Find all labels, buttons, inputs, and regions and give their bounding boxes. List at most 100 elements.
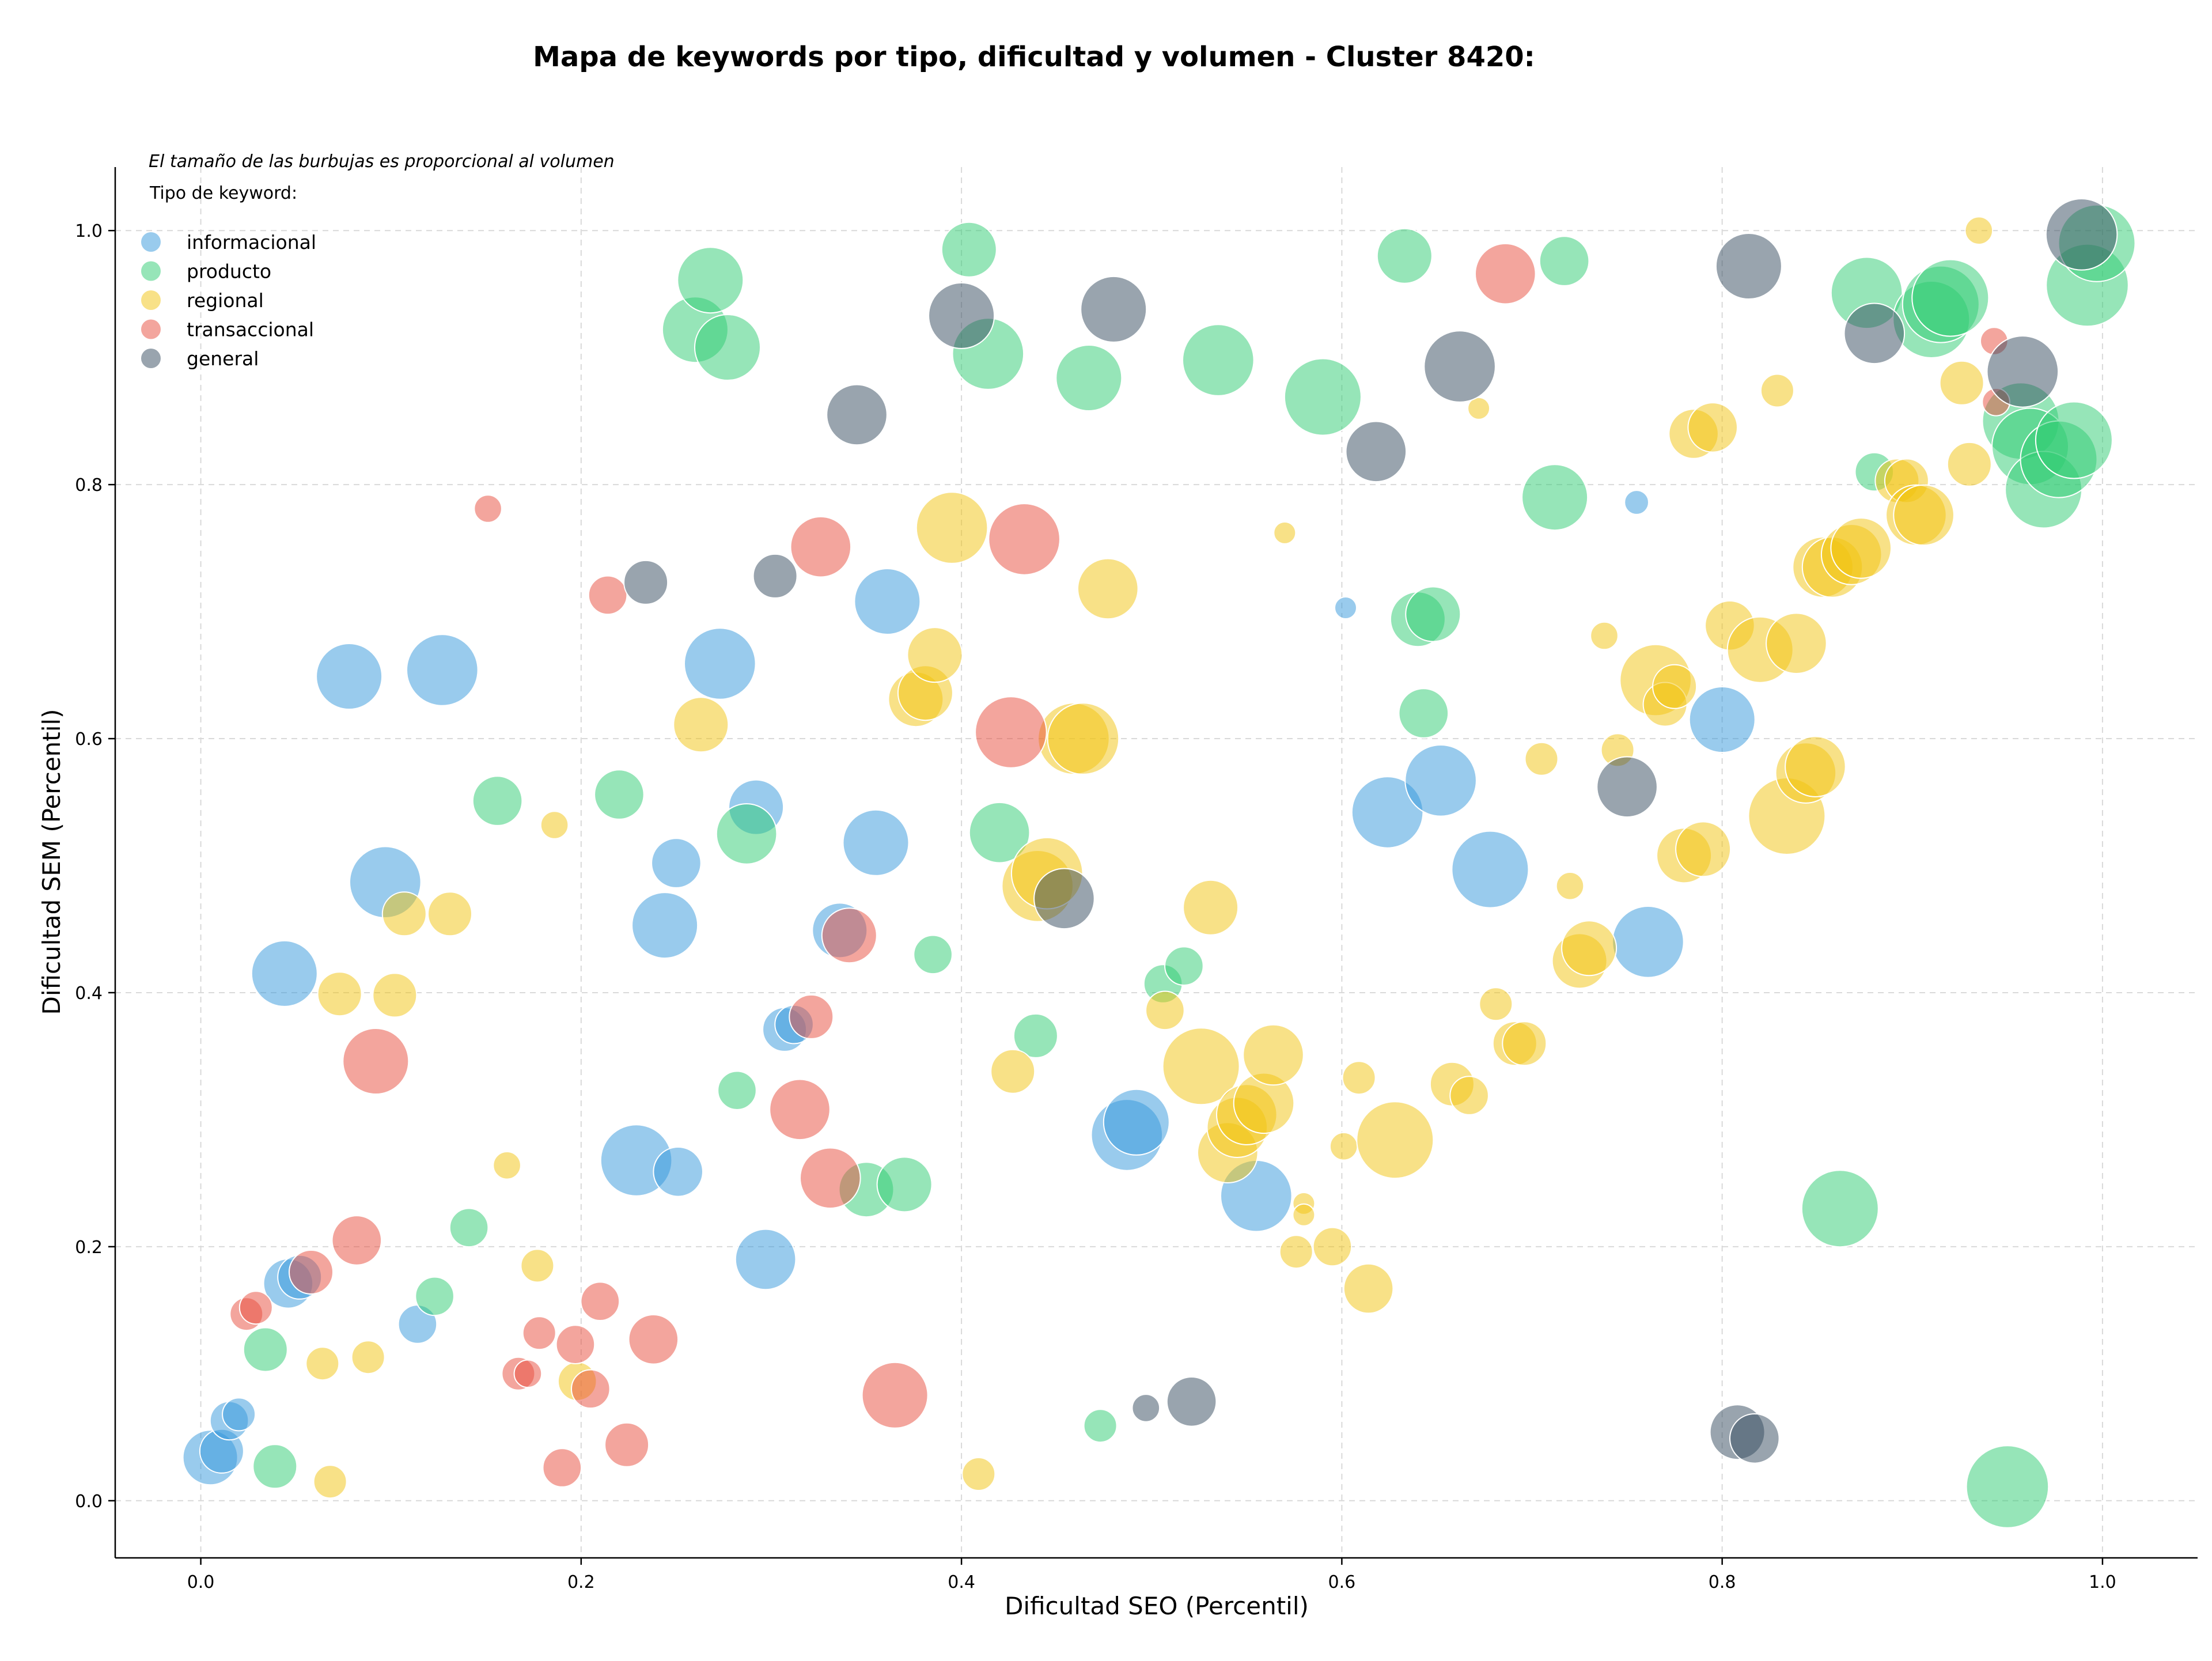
legend-marker-regional xyxy=(141,290,161,310)
bubble-regional xyxy=(1766,612,1827,674)
bubble-producto xyxy=(415,1276,454,1316)
bubble-regional xyxy=(1555,872,1585,901)
x-tick-label: 0.4 xyxy=(948,1572,975,1592)
bubble-regional xyxy=(1273,521,1297,544)
bubble-transaccional xyxy=(800,1147,861,1209)
bubble-regional xyxy=(1292,1203,1316,1227)
bubble-transaccional xyxy=(988,503,1060,576)
chart-title: Mapa de keywords por tipo, dificultad y … xyxy=(533,41,1535,73)
bubble-general xyxy=(623,559,669,605)
bubble-regional xyxy=(317,971,362,1017)
legend-label-general: general xyxy=(187,347,259,370)
bubble-informacional xyxy=(734,1228,797,1291)
bubble-regional xyxy=(1760,373,1794,408)
bubble-general xyxy=(2045,198,2118,271)
x-tick-label: 0.8 xyxy=(1709,1572,1736,1592)
bubble-transaccional xyxy=(790,516,852,578)
bubble-regional xyxy=(1964,216,1994,245)
legend-marker-producto xyxy=(141,261,161,281)
bubble-regional xyxy=(1830,517,1892,579)
bubble-regional xyxy=(1590,621,1619,650)
bubble-producto xyxy=(1405,586,1461,642)
bubble-transaccional xyxy=(975,696,1047,769)
bubble-regional xyxy=(1946,441,1992,487)
bubble-producto xyxy=(1376,228,1433,284)
bubble-regional xyxy=(1687,402,1738,453)
bubble-general xyxy=(1843,302,1906,365)
bubble-regional xyxy=(1243,1024,1304,1086)
bubble-regional xyxy=(540,811,569,839)
bubble-general xyxy=(1080,275,1147,343)
legend-label-producto: producto xyxy=(187,260,271,283)
bubble-regional xyxy=(961,1457,996,1491)
bubble-regional xyxy=(1356,1101,1434,1179)
bubble-informacional xyxy=(842,809,910,876)
bubble-transaccional xyxy=(789,994,834,1039)
bubble-regional xyxy=(313,1465,347,1499)
bubble-informacional xyxy=(1451,830,1529,909)
bubble-regional xyxy=(673,697,729,753)
bubble-regional xyxy=(1162,1027,1240,1106)
grid xyxy=(115,167,2198,1558)
bubble-producto xyxy=(876,1156,933,1213)
bubble-producto xyxy=(1055,345,1123,411)
bubble-producto xyxy=(594,769,645,820)
bubble-regional xyxy=(915,491,988,564)
bubble-informacional xyxy=(631,892,699,959)
bubble-informacional xyxy=(251,940,318,1007)
bubble-producto xyxy=(243,1327,288,1372)
bubble-regional xyxy=(381,891,427,937)
legend: Tipo de keyword: informacional producto re… xyxy=(141,183,316,370)
bubble-regional xyxy=(990,1049,1036,1094)
bubble-regional xyxy=(1524,741,1559,776)
bubble-producto xyxy=(717,1070,757,1110)
bubble-regional xyxy=(351,1340,385,1375)
bubble-general xyxy=(826,384,888,446)
bubble-informacional xyxy=(1334,596,1357,619)
legend-label-informacional: informacional xyxy=(187,231,316,253)
bubble-regional xyxy=(1145,990,1185,1031)
bubble-regional xyxy=(1675,821,1732,877)
bubble-producto xyxy=(677,247,744,314)
bubble-producto xyxy=(1965,1445,2050,1528)
y-tick-label: 0.4 xyxy=(75,983,103,1004)
bubble-producto xyxy=(913,934,953,975)
bubble-producto xyxy=(1182,324,1255,396)
bubble-transaccional xyxy=(513,1359,543,1388)
bubble-general xyxy=(1345,421,1407,483)
bubble-informacional xyxy=(1103,1088,1170,1156)
bubble-producto xyxy=(1521,464,1589,531)
legend-label-regional: regional xyxy=(187,289,264,312)
bubble-informacional xyxy=(222,1397,256,1432)
bubble-producto xyxy=(1083,1409,1118,1443)
bubble-transaccional xyxy=(861,1361,929,1429)
bubble-transaccional xyxy=(331,1215,382,1266)
bubble-transaccional xyxy=(571,1369,611,1409)
y-tick-label: 0.6 xyxy=(75,729,103,750)
bubble-regional xyxy=(1329,1132,1358,1161)
bubble-informacional xyxy=(854,568,921,635)
bubble-producto xyxy=(1164,946,1204,986)
bubble-regional xyxy=(1502,1021,1547,1066)
bubble-informacional xyxy=(1612,906,1684,978)
bubble-transaccional xyxy=(522,1316,556,1350)
bubble-regional xyxy=(1077,558,1139,620)
bubble-informacional xyxy=(1688,686,1756,753)
bubble-producto xyxy=(472,775,523,826)
y-tick-label: 0.2 xyxy=(75,1238,103,1258)
bubble-transaccional xyxy=(580,1281,620,1321)
bubble-regional xyxy=(907,627,963,683)
bubble-producto xyxy=(449,1208,489,1248)
bubble-regional xyxy=(520,1248,555,1283)
legend-marker-informacional xyxy=(141,232,161,252)
bubble-regional xyxy=(1939,360,1984,406)
legend-title: Tipo de keyword: xyxy=(149,183,297,203)
bubble-producto xyxy=(1911,259,1990,337)
bubble-regional xyxy=(1561,920,1618,977)
bubble-producto xyxy=(968,801,1031,864)
bubble-producto xyxy=(1398,688,1449,739)
bubble-general xyxy=(1423,330,1496,403)
bubble-general xyxy=(1715,233,1782,300)
bubble-regional xyxy=(1893,484,1955,546)
